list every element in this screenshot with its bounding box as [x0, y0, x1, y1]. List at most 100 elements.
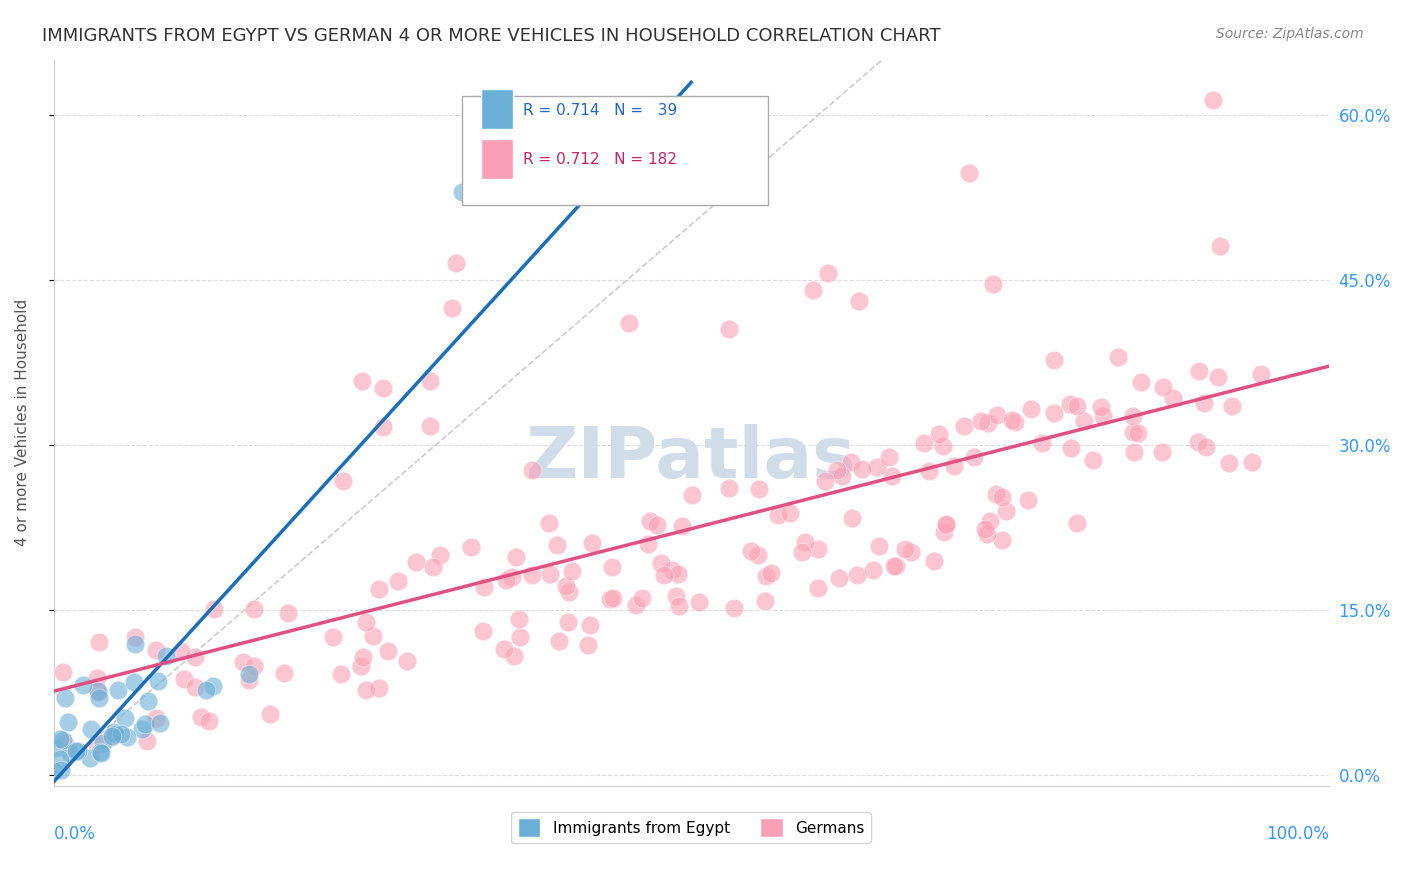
Point	[419, 374, 441, 388]
Point	[963, 450, 986, 465]
Point	[202, 602, 225, 616]
Point	[361, 629, 384, 643]
Point	[579, 617, 602, 632]
Point	[460, 540, 482, 554]
Point	[89, 691, 111, 706]
Point	[851, 462, 873, 476]
Point	[472, 580, 495, 594]
Point	[322, 630, 344, 644]
Text: ZIPatlas: ZIPatlas	[526, 425, 856, 493]
Point	[547, 538, 569, 552]
Point	[942, 458, 965, 473]
Point	[51, 763, 73, 777]
Point	[537, 516, 560, 531]
Point	[146, 673, 169, 688]
Point	[155, 649, 177, 664]
Point	[429, 548, 451, 562]
Point	[522, 463, 544, 477]
Point	[981, 277, 1004, 291]
Point	[48, 752, 70, 766]
Point	[994, 504, 1017, 518]
Point	[1059, 397, 1081, 411]
Point	[201, 679, 224, 693]
Point	[495, 573, 517, 587]
Point	[561, 564, 583, 578]
Point	[1209, 239, 1232, 253]
Point	[668, 599, 690, 614]
Point	[42, 764, 65, 779]
Point	[792, 545, 814, 559]
Point	[1107, 350, 1129, 364]
Point	[884, 559, 907, 574]
Point	[238, 666, 260, 681]
Point	[80, 722, 103, 736]
Point	[1195, 440, 1218, 454]
Point	[104, 726, 127, 740]
Point	[101, 729, 124, 743]
Point	[880, 468, 903, 483]
Point	[195, 683, 218, 698]
Point	[688, 595, 710, 609]
Point	[1090, 400, 1112, 414]
Point	[1152, 380, 1174, 394]
Point	[814, 474, 837, 488]
Point	[578, 185, 600, 199]
Point	[53, 736, 76, 750]
Point	[666, 566, 689, 581]
Text: 0.0%: 0.0%	[53, 825, 96, 844]
Point	[145, 711, 167, 725]
Point	[807, 581, 830, 595]
Point	[103, 725, 125, 739]
Text: R = 0.714   N =   39: R = 0.714 N = 39	[523, 103, 678, 118]
Point	[759, 566, 782, 580]
Point	[508, 612, 530, 626]
Point	[862, 563, 884, 577]
Point	[65, 744, 87, 758]
Point	[717, 481, 740, 495]
Point	[110, 726, 132, 740]
Point	[52, 733, 75, 747]
Point	[190, 709, 212, 723]
Point	[681, 488, 703, 502]
Point	[441, 301, 464, 315]
Point	[1163, 391, 1185, 405]
Point	[952, 419, 974, 434]
Point	[145, 643, 167, 657]
FancyBboxPatch shape	[481, 88, 513, 128]
Point	[79, 750, 101, 764]
Point	[661, 563, 683, 577]
Point	[86, 671, 108, 685]
Point	[48, 731, 70, 746]
Point	[1092, 409, 1115, 423]
Point	[932, 525, 955, 540]
Point	[671, 518, 693, 533]
Point	[1066, 516, 1088, 530]
FancyBboxPatch shape	[481, 139, 513, 179]
Point	[841, 511, 863, 525]
Point	[747, 549, 769, 563]
Point	[912, 435, 935, 450]
Point	[87, 634, 110, 648]
Point	[277, 606, 299, 620]
Point	[136, 734, 159, 748]
Point	[883, 558, 905, 573]
Point	[86, 684, 108, 698]
Point	[794, 535, 817, 549]
Point	[900, 545, 922, 559]
Point	[848, 294, 870, 309]
Point	[367, 582, 389, 597]
Point	[1187, 434, 1209, 449]
Point	[807, 542, 830, 557]
Point	[67, 744, 90, 758]
Point	[1066, 400, 1088, 414]
Text: Source: ZipAtlas.com: Source: ZipAtlas.com	[1216, 27, 1364, 41]
Point	[90, 746, 112, 760]
Point	[502, 649, 524, 664]
Point	[122, 675, 145, 690]
Point	[1017, 493, 1039, 508]
Point	[976, 526, 998, 541]
Point	[184, 680, 207, 694]
Point	[114, 711, 136, 725]
Point	[1004, 416, 1026, 430]
Point	[124, 637, 146, 651]
